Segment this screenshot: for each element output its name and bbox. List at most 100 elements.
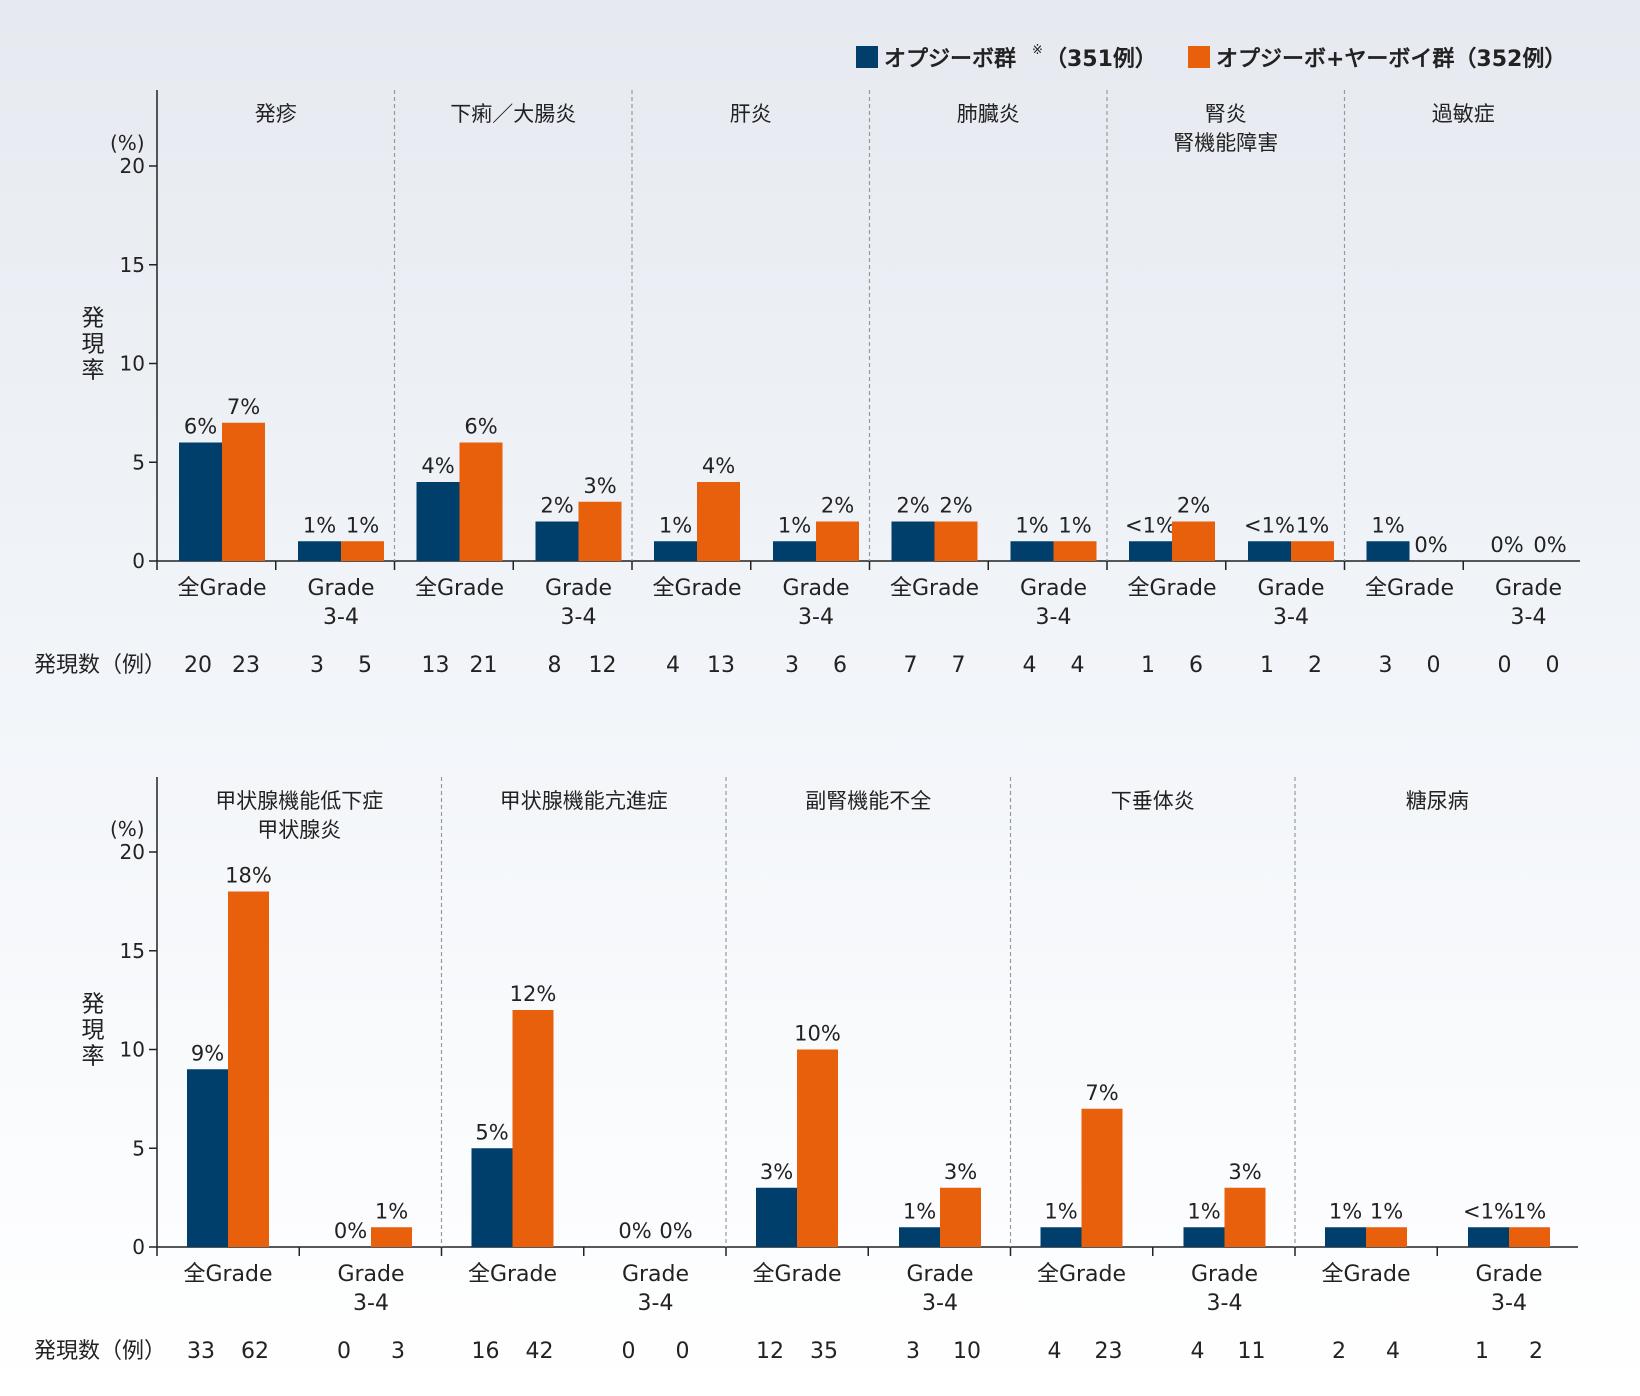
category-title: 過敏症 <box>1432 102 1495 126</box>
bar-value-label: 2% <box>939 494 972 518</box>
count-value: 42 <box>526 1339 554 1364</box>
y-tick-label: 15 <box>120 253 145 277</box>
bar-value-label: 3% <box>583 474 616 498</box>
x-tick-label: 全Grade <box>415 576 504 601</box>
category-title: 甲状腺炎 <box>257 818 341 842</box>
category-title: 下痢／大腸炎 <box>450 102 576 126</box>
x-tick-label: Grade <box>782 576 849 601</box>
x-tick-label: 3-4 <box>1491 1291 1527 1316</box>
bar-value-label: 1% <box>659 513 692 537</box>
category-group: 発疹 6% 20 7% 23 全Grade 1% 3 1% 5 Grade 3-4 <box>156 102 384 678</box>
category-group: 肝炎 1% 4 4% 13 全Grade 1% 3 2% 6 Grade 3-4 <box>631 90 859 678</box>
bar-combo <box>341 541 384 561</box>
bar-nivolumab <box>179 442 222 561</box>
count-value: 3 <box>906 1339 920 1364</box>
count-value: 6 <box>1189 653 1203 678</box>
x-tick-label: Grade <box>1191 1262 1258 1287</box>
x-tick-label: 全Grade <box>890 576 979 601</box>
legend-swatch-nivolumab <box>856 46 878 68</box>
y-tick-label: 10 <box>120 352 145 376</box>
count-value: 13 <box>707 653 735 678</box>
bar-value-label: <1% <box>1244 513 1295 537</box>
bar-nivolumab <box>899 1227 940 1247</box>
count-value: 1 <box>1141 653 1155 678</box>
bar-combo <box>1291 541 1334 561</box>
x-tick-label: 全Grade <box>177 576 266 601</box>
x-tick-label: 3-4 <box>922 1291 958 1316</box>
bar-value-label: 0% <box>1414 533 1447 557</box>
x-tick-label: Grade <box>906 1262 973 1287</box>
count-value: 4 <box>666 653 680 678</box>
bar-combo <box>816 521 859 561</box>
x-tick-label: 3-4 <box>323 605 359 630</box>
y-tick-label: 10 <box>120 1038 145 1062</box>
legend-label-nivolumab-n: （351例） <box>1045 47 1157 72</box>
bar-combo <box>512 1010 554 1247</box>
count-value: 8 <box>548 653 562 678</box>
bar-nivolumab <box>1325 1227 1366 1247</box>
count-value: 33 <box>187 1339 215 1364</box>
x-tick-label: 全Grade <box>1127 576 1216 601</box>
category-title: 肝炎 <box>730 102 772 126</box>
category-title: 甲状腺機能低下症 <box>215 789 383 813</box>
bar-nivolumab <box>891 521 935 561</box>
count-value: 4 <box>1191 1339 1205 1364</box>
bar-combo <box>1224 1187 1266 1247</box>
bar-nivolumab <box>535 521 579 561</box>
x-tick-label: 3-4 <box>1207 1291 1243 1316</box>
bar-value-label: 3% <box>944 1160 977 1184</box>
category-title: 腎機能障害 <box>1173 131 1278 155</box>
count-value: 0 <box>337 1339 351 1364</box>
count-value: 12 <box>589 653 617 678</box>
category-group: 下痢／大腸炎 4% 13 6% 21 全Grade 2% 8 3% 12 Grade 3-4 <box>393 90 622 678</box>
bar-value-label: 7% <box>227 395 260 419</box>
bar-combo <box>1053 541 1097 561</box>
count-value: 16 <box>472 1339 500 1364</box>
x-tick-label: 3-4 <box>353 1291 389 1316</box>
x-tick-label: 全Grade <box>1321 1262 1410 1287</box>
x-tick-label: Grade <box>1020 576 1087 601</box>
bar-value-label: 0% <box>1533 533 1566 557</box>
x-tick-label: Grade <box>1495 576 1562 601</box>
bar-value-label: 1% <box>1187 1199 1220 1223</box>
x-tick-label: 全Grade <box>752 1262 841 1287</box>
x-tick-label: Grade <box>1257 576 1324 601</box>
y-tick-label: 0 <box>132 1235 145 1259</box>
bar-value-label: 10% <box>794 1022 841 1046</box>
x-tick-label: 3-4 <box>561 605 597 630</box>
panel-2: (%)発現率05101520発現数（例）甲状腺機能低下症甲状腺炎9%3318%6… <box>34 777 1578 1364</box>
category-group: 肺臓炎 2% 7 2% 7 全Grade 1% 4 1% 4 Grade 3-4 <box>868 90 1097 678</box>
count-row-label: 発現数（例） <box>34 1339 166 1364</box>
legend-label-combo: オプジーボ+ヤーボイ群（352例） <box>1216 46 1566 72</box>
category-group: 甲状腺機能亢進症 5% 16 12% 42 全Grade 0% 0 0% 0 Grade 3-4 <box>440 777 693 1364</box>
count-value: 4 <box>1386 1339 1400 1364</box>
bar-nivolumab <box>1248 541 1291 561</box>
bar-nivolumab <box>654 541 697 561</box>
x-tick-label: Grade <box>545 576 612 601</box>
y-tick-label: 15 <box>120 939 145 963</box>
x-tick-label: 全Grade <box>1037 1262 1126 1287</box>
x-tick-label: 3-4 <box>1511 605 1547 630</box>
bar-nivolumab <box>187 1069 228 1247</box>
bar-nivolumab <box>1129 541 1172 561</box>
bar-value-label: 6% <box>464 415 497 439</box>
count-value: 4 <box>1023 653 1037 678</box>
x-tick-label: Grade <box>1475 1262 1542 1287</box>
count-value: 12 <box>756 1339 784 1364</box>
bar-value-label: <1% <box>1463 1199 1514 1223</box>
bar-combo <box>578 501 622 561</box>
category-group: 下垂体炎 1% 4 7% 23 全Grade 1% 4 3% 11 Grade 3-4 <box>1009 777 1266 1364</box>
count-value: 0 <box>1427 653 1441 678</box>
count-value: 3 <box>310 653 324 678</box>
bar-combo <box>222 422 265 561</box>
bar-value-label: 1% <box>1370 1199 1403 1223</box>
category-title: 発疹 <box>255 102 297 126</box>
y-tick-label: 20 <box>120 840 145 864</box>
x-tick-label: 3-4 <box>798 605 834 630</box>
y-axis-label-char: 率 <box>82 358 105 384</box>
bar-value-label: 1% <box>1015 513 1048 537</box>
count-value: 20 <box>184 653 212 678</box>
